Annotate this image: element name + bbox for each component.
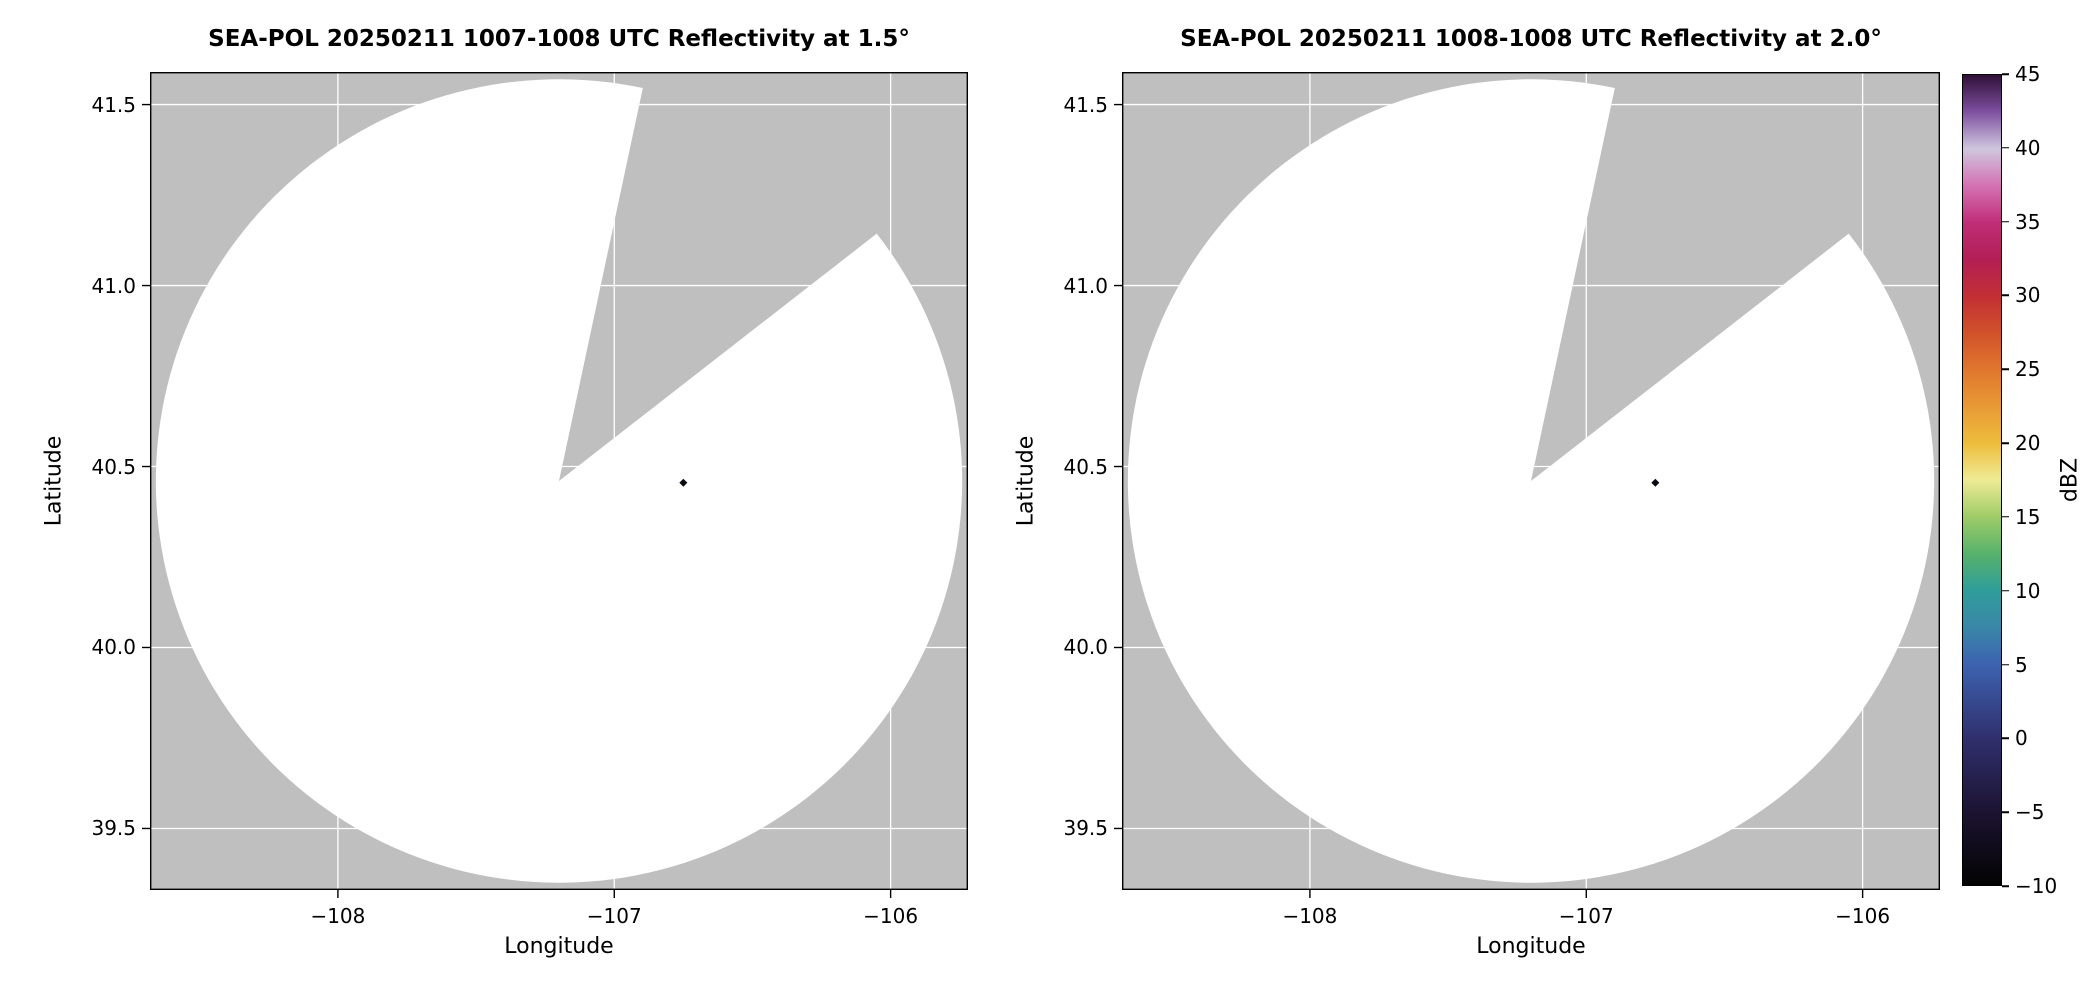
colorbar-tick-label: 0 [2015, 726, 2028, 751]
colorbar-tick-mark [2002, 294, 2009, 297]
x-tick-label: −106 [863, 904, 919, 928]
radar-svg [142, 71, 968, 898]
colorbar-tick-mark [2002, 220, 2009, 223]
panel-1-y-axis-label: Latitude [41, 435, 67, 527]
colorbar-tick-label: 15 [2015, 504, 2041, 529]
radar-coverage-area [1127, 79, 1935, 883]
colorbar-tick-mark [2002, 442, 2009, 444]
y-tick-label: 41.0 [91, 273, 136, 298]
plot-frame [1121, 71, 1940, 890]
colorbar-tick-label: 35 [2015, 209, 2041, 234]
colorbar-tick-mark [2002, 663, 2009, 666]
colorbar-tick-label: 25 [2015, 357, 2041, 382]
y-tick-label: 39.5 [91, 816, 136, 841]
y-tick-label: 39.5 [1063, 816, 1108, 841]
y-tick-label: 40.0 [91, 635, 136, 660]
colorbar-tick-label: −10 [2015, 874, 2058, 898]
echo-dot [1651, 478, 1660, 487]
colorbar-tick-label: 20 [2015, 431, 2041, 456]
y-tick-label: 40.0 [1063, 635, 1108, 660]
plot-frame [149, 71, 968, 890]
colorbar-tick-label: 5 [2015, 652, 2028, 677]
colorbar-tick-mark [2002, 737, 2009, 740]
y-tick-label: 41.5 [91, 92, 136, 117]
panel-1-radar-plot [142, 71, 968, 898]
y-tick-label: 41.5 [1063, 92, 1108, 117]
colorbar-tick-mark [2002, 811, 2009, 813]
radar-svg [1114, 71, 1940, 898]
colorbar-tick-label: −5 [2015, 800, 2045, 825]
colorbar-tick-label: 30 [2015, 283, 2041, 308]
panel-1-title: SEA-POL 20250211 1007-1008 UTC Reflectiv… [208, 26, 910, 52]
y-tick-label: 40.5 [1063, 454, 1108, 479]
y-tick-label: 41.0 [1063, 273, 1108, 298]
panel-2-title: SEA-POL 20250211 1008-1008 UTC Reflectiv… [1180, 26, 1882, 52]
colorbar-tick-label: 40 [2015, 135, 2041, 160]
echo-dot [679, 478, 688, 487]
x-tick-label: −108 [1282, 904, 1338, 928]
radar-coverage-area [155, 79, 963, 883]
colorbar-label: dBZ [2057, 457, 2083, 503]
x-tick-label: −108 [310, 904, 366, 928]
colorbar-tick-mark [2002, 516, 2009, 518]
x-tick-label: −106 [1835, 904, 1891, 928]
colorbar-tick-label: 10 [2015, 578, 2041, 603]
colorbar-tick-mark [2002, 589, 2009, 592]
colorbar-tick-label: 45 [2015, 62, 2041, 86]
colorbar-tick-mark [2002, 147, 2009, 149]
colorbar-tick-mark [2002, 368, 2009, 371]
y-tick-label: 40.5 [91, 454, 136, 479]
colorbar-gradient [1962, 74, 2002, 886]
panel-2-radar-plot [1114, 71, 1940, 898]
colorbar-tick-mark [2002, 73, 2009, 75]
panel-2-x-axis-label: Longitude [1476, 934, 1586, 959]
colorbar-tick-mark [2002, 885, 2009, 887]
panel-2-y-axis-label: Latitude [1013, 435, 1039, 527]
x-tick-label: −107 [586, 904, 642, 928]
x-tick-label: −107 [1558, 904, 1614, 928]
panel-1-x-axis-label: Longitude [504, 934, 614, 959]
